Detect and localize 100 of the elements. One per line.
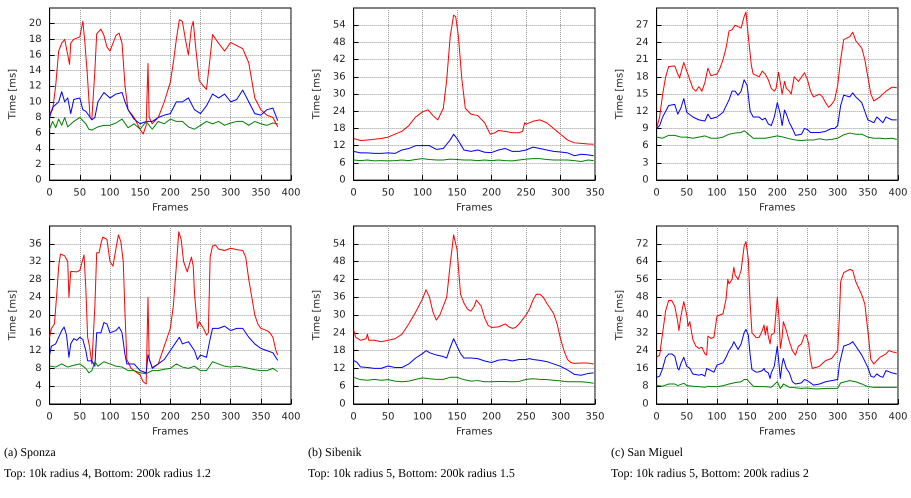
y-tick-label: 42	[332, 274, 346, 285]
x-tick-label: 0	[654, 188, 660, 199]
x-tick-label: 250	[190, 412, 210, 422]
y-tick-label: 40	[636, 310, 649, 320]
x-tick-label: 200	[768, 412, 788, 422]
line-series	[656, 379, 898, 390]
y-tick-label: 32	[636, 327, 649, 338]
y-tick-label: 18	[332, 122, 346, 134]
x-axis-title: Frames	[456, 426, 492, 438]
x-tick-label: 250	[190, 188, 210, 199]
line-series	[352, 134, 594, 156]
x-tick-label: 300	[221, 412, 240, 422]
y-axis-title: Time [ms]	[8, 68, 18, 120]
y-tick-label: 2	[35, 158, 42, 170]
x-tick-label: 0	[654, 412, 660, 422]
y-tick-label: 0	[338, 174, 346, 186]
x-tick-label: 0	[350, 188, 356, 199]
y-tick-label: 30	[332, 88, 346, 100]
x-tick-label: 200	[160, 188, 180, 199]
x-tick-label: 50	[680, 412, 694, 422]
y-tick-label: 32	[28, 256, 42, 268]
y-tick-label: 9	[642, 122, 649, 134]
y-tick-label: 27	[636, 20, 649, 31]
x-tick-label: 0	[350, 412, 356, 422]
x-tick-label: 350	[858, 412, 878, 422]
y-tick-label: 20	[28, 310, 42, 320]
y-tick-label: 12	[28, 345, 42, 356]
text: (c) San Miguel	[611, 445, 684, 459]
y-tick-label: 0	[35, 174, 42, 186]
x-tick-label: 250	[798, 412, 818, 422]
y-tick-label: 28	[28, 274, 42, 285]
line-series	[352, 14, 594, 145]
x-tick-label: 50	[381, 412, 394, 422]
x-tick-label: 150	[447, 188, 466, 199]
x-tick-label: 300	[221, 188, 240, 199]
y-tick-label: 4	[35, 143, 42, 154]
x-tick-label: 100	[412, 188, 432, 199]
x-tick-label: 150	[130, 188, 150, 199]
x-tick-label: 50	[680, 188, 694, 199]
y-tick-label: 54	[332, 20, 346, 31]
y-tick-label: 12	[28, 80, 42, 92]
x-tick-label: 350	[251, 412, 270, 422]
x-tick-label: 0	[46, 412, 53, 422]
line-series	[49, 117, 278, 131]
y-tick-label: 24	[332, 106, 346, 117]
y-tick-label: 20	[28, 18, 42, 30]
x-tick-label: 150	[738, 188, 757, 199]
x-tick-label: 350	[858, 188, 878, 199]
y-tick-label: 24	[636, 36, 649, 48]
x-axis-title: Frames	[759, 202, 796, 214]
y-axis-title: Time [ms]	[614, 68, 626, 120]
x-tick-label: 300	[550, 188, 570, 199]
line-series	[49, 361, 278, 374]
x-axis-title: Frames	[152, 426, 188, 438]
x-tick-label: 200	[768, 188, 788, 199]
text: Top: 10k radius 4, Bottom: 200k radius 1.2	[4, 466, 211, 480]
y-tick-label: 0	[642, 398, 649, 410]
x-tick-label: 100	[708, 412, 727, 422]
x-axis-title: Frames	[152, 202, 188, 214]
x-axis-title: Frames	[456, 202, 492, 214]
y-tick-label: 8	[642, 380, 649, 392]
y-tick-label: 21	[636, 54, 649, 66]
y-tick-label: 6	[338, 380, 346, 392]
text: Top: 10k radius 5, Bottom: 200k radius 1.5	[308, 466, 514, 480]
text: (a) Sponza	[4, 445, 56, 459]
y-axis-title: Time [ms]	[8, 290, 18, 342]
line-series	[352, 234, 594, 364]
x-tick-label: 350	[585, 188, 604, 199]
y-axis-title: Time [ms]	[311, 68, 322, 120]
x-tick-label: 50	[73, 188, 86, 199]
y-tick-label: 6	[642, 140, 649, 152]
y-tick-label: 42	[332, 54, 346, 66]
line-series	[352, 338, 594, 376]
y-tick-label: 48	[332, 256, 346, 268]
y-tick-label: 8	[35, 112, 42, 124]
y-tick-label: 48	[636, 292, 649, 303]
x-tick-label: 350	[251, 188, 270, 199]
x-tick-label: 400	[888, 188, 908, 199]
y-tick-label: 36	[332, 71, 346, 82]
x-tick-label: 250	[516, 412, 536, 422]
y-tick-label: 30	[332, 310, 346, 320]
x-tick-label: 300	[550, 412, 570, 422]
line-series	[49, 231, 278, 384]
y-tick-label: 16	[28, 327, 42, 338]
x-tick-label: 200	[482, 412, 501, 422]
y-tick-label: 18	[636, 71, 649, 82]
x-tick-label: 250	[798, 188, 818, 199]
x-tick-label: 50	[73, 412, 86, 422]
line-series	[656, 79, 898, 136]
y-tick-label: 72	[636, 238, 649, 250]
line-series	[656, 12, 898, 129]
y-tick-label: 15	[636, 88, 649, 100]
x-axis-title: Frames	[759, 426, 796, 438]
y-tick-label: 6	[35, 128, 42, 139]
y-tick-label: 16	[28, 49, 42, 60]
x-tick-label: 300	[828, 188, 848, 199]
x-tick-label: 200	[160, 412, 180, 422]
x-tick-label: 50	[381, 188, 394, 199]
x-tick-label: 300	[828, 412, 848, 422]
x-tick-label: 250	[516, 188, 536, 199]
